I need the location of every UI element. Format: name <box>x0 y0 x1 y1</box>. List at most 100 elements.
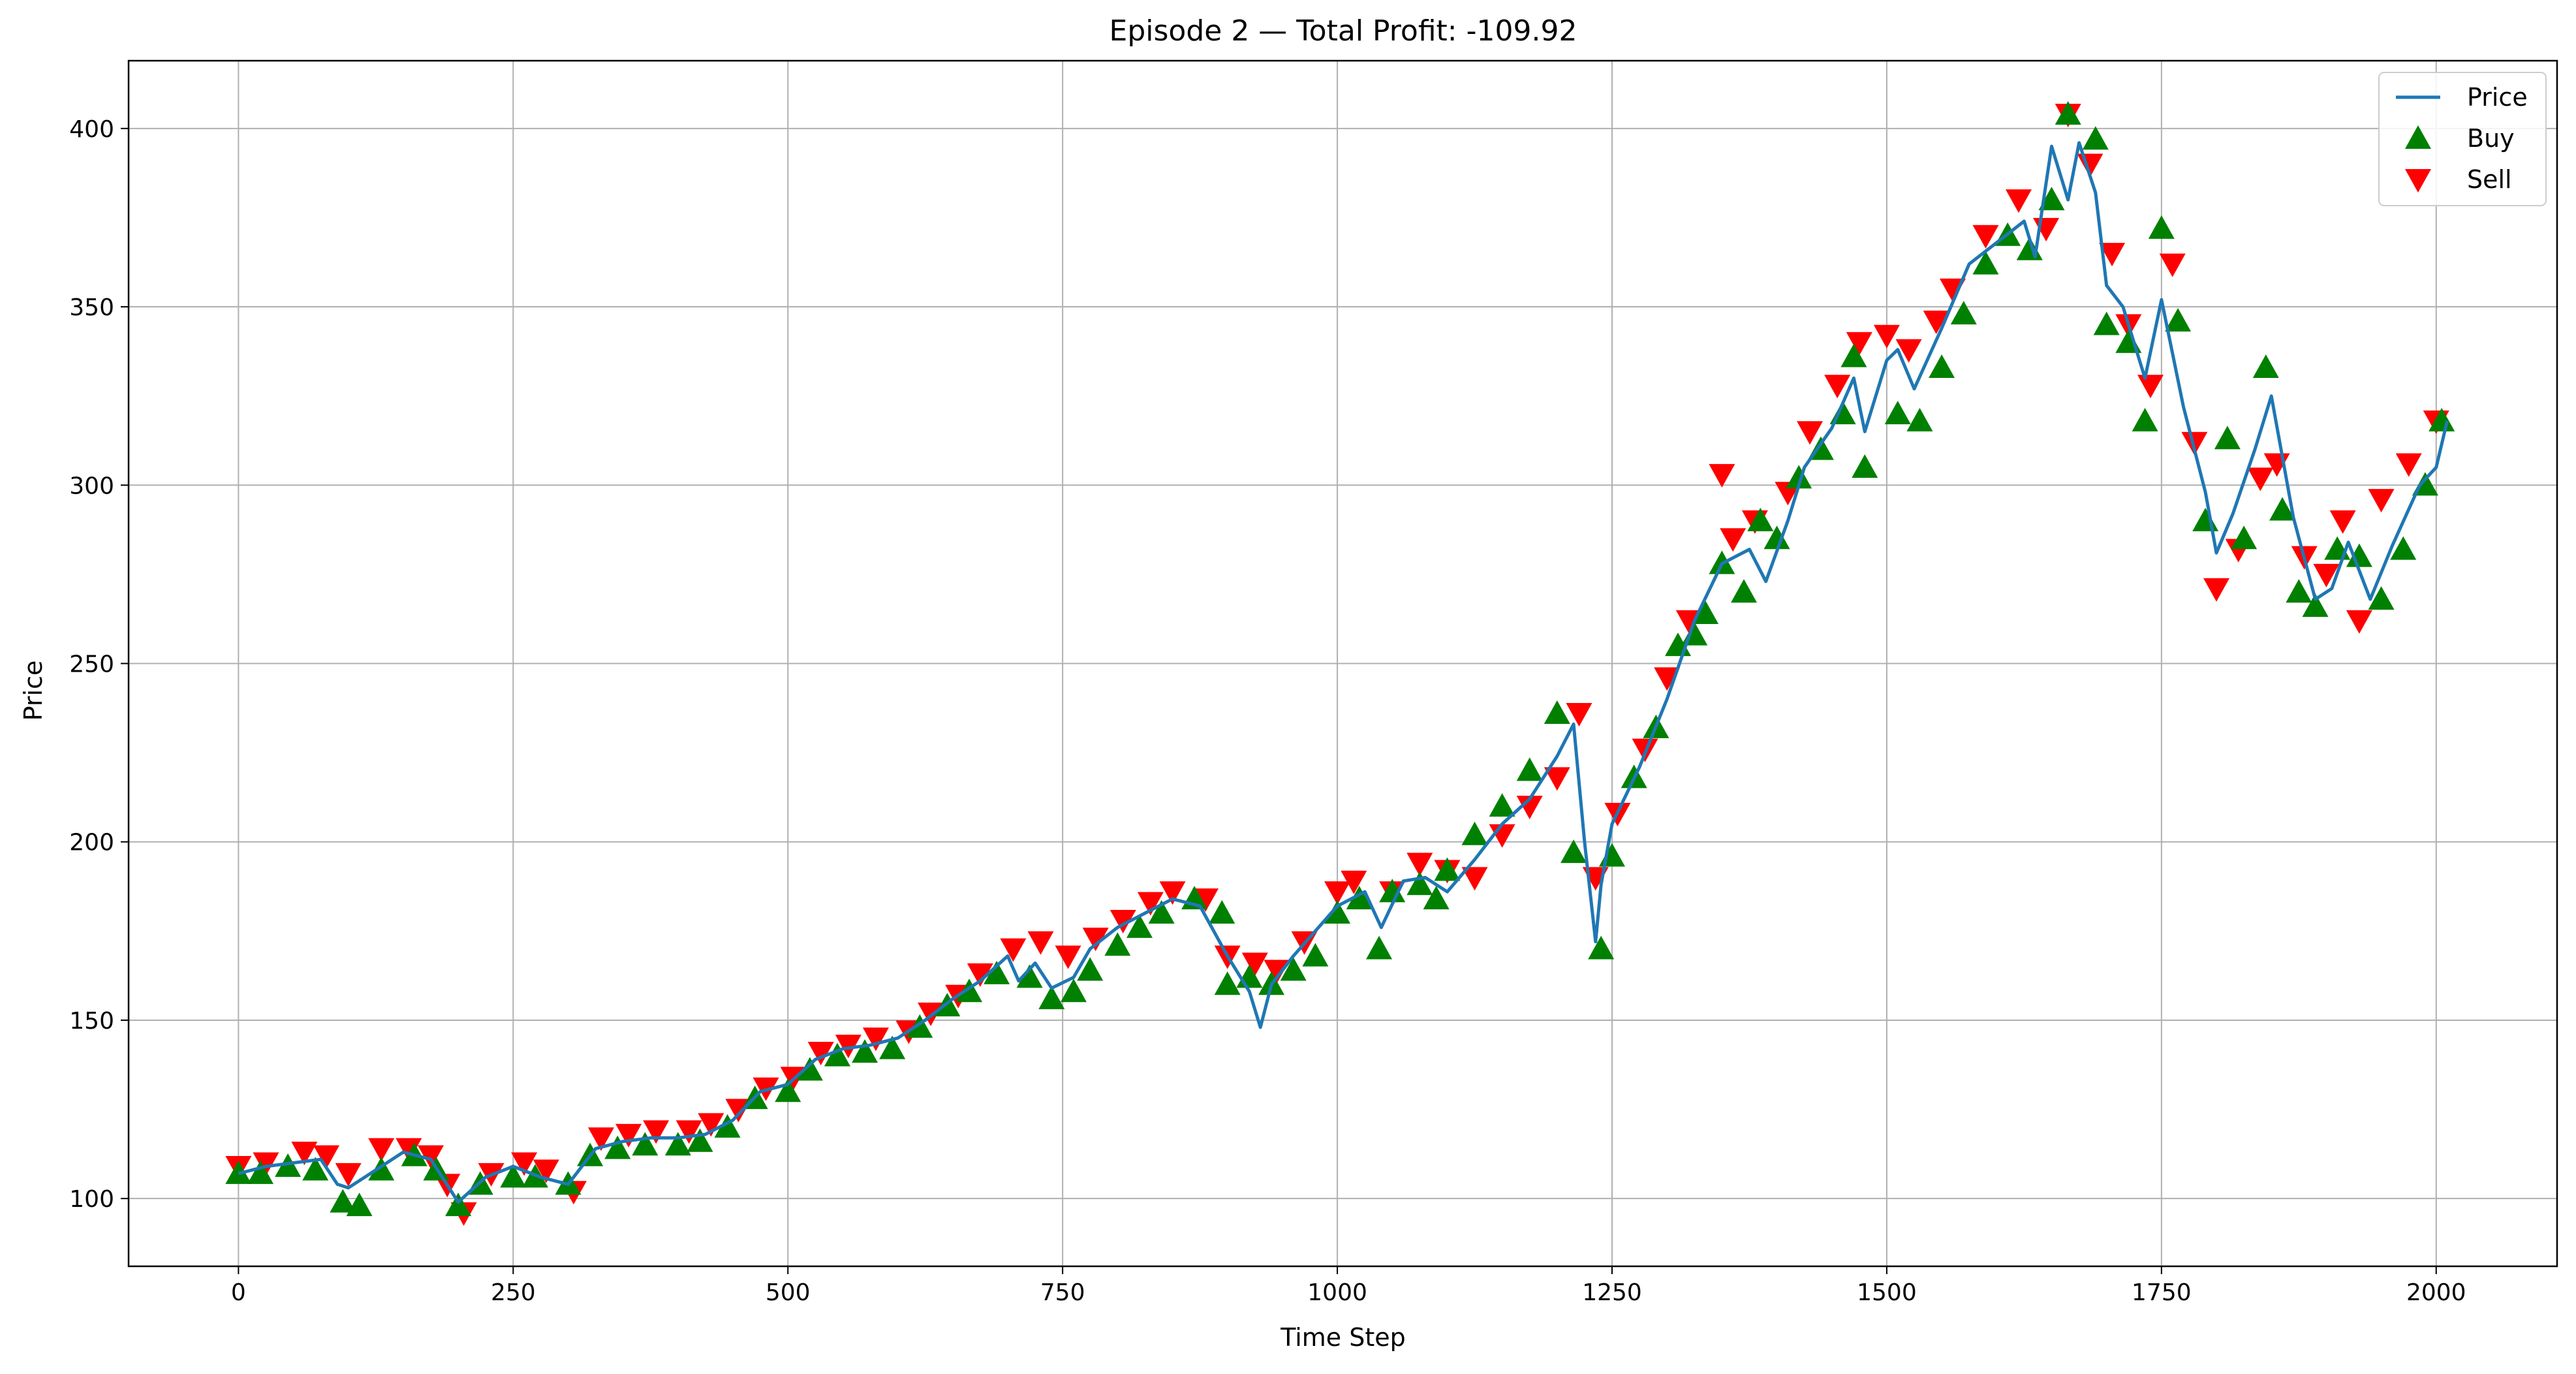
buy-marker <box>2055 101 2081 125</box>
buy-marker <box>907 1014 933 1038</box>
buy-marker <box>368 1157 395 1181</box>
y-axis-label: Price <box>19 661 48 721</box>
sell-marker <box>675 1120 702 1144</box>
sell-marker <box>1544 767 1570 791</box>
x-tick-label: 1250 <box>1582 1279 1642 1306</box>
buy-marker <box>664 1132 691 1156</box>
sell-marker <box>2313 563 2340 587</box>
sell-marker <box>1873 324 1900 349</box>
buy-marker <box>956 978 983 1003</box>
buy-marker <box>1786 465 1812 489</box>
sell-marker <box>2368 489 2395 513</box>
x-tick-label: 2000 <box>2406 1279 2466 1306</box>
sell-marker <box>1241 952 1268 976</box>
x-tick-label: 500 <box>766 1279 811 1306</box>
buy-marker <box>1929 354 1955 378</box>
buy-marker <box>984 960 1010 984</box>
x-axis-label: Time Step <box>1280 1323 1406 1352</box>
buy-marker <box>1077 957 1104 981</box>
plot-frame <box>127 59 2558 1268</box>
sell-marker <box>807 1042 834 1066</box>
sell-marker <box>2137 375 2164 399</box>
sell-marker <box>2346 610 2372 634</box>
sell-marker <box>1516 796 1543 820</box>
buy-marker <box>1972 251 1999 275</box>
x-tick-label: 1500 <box>1857 1279 1917 1306</box>
buy-marker <box>1148 900 1175 924</box>
sell-marker <box>2395 453 2422 477</box>
buy-marker <box>1214 971 1241 995</box>
sell-marker <box>368 1138 395 1162</box>
sell-marker <box>1341 870 1367 894</box>
buy-marker <box>775 1078 801 1102</box>
sell-marker <box>1846 332 1872 356</box>
x-tick-label: 1750 <box>2132 1279 2192 1306</box>
buy-marker <box>879 1035 906 1059</box>
sell-marker <box>1082 928 1109 952</box>
sell-marker <box>1324 881 1351 905</box>
y-tick-label: 350 <box>69 294 114 321</box>
buy-marker <box>714 1114 741 1138</box>
sell-marker <box>335 1163 362 1187</box>
buy-marker <box>1852 454 1878 478</box>
sell-marker <box>2203 578 2230 602</box>
axes: 0 250 500 750 1000 1250 1500 1750 2000 100 150 200 2… <box>69 116 2466 1306</box>
sell-marker <box>1895 339 1922 363</box>
sell-marker <box>643 1120 670 1144</box>
sell-marker <box>1264 960 1290 984</box>
buy-marker <box>852 1039 878 1063</box>
buy-marker <box>2082 126 2109 150</box>
x-tick-label: 750 <box>1040 1279 1085 1306</box>
y-tick-label: 250 <box>69 651 114 678</box>
sell-marker <box>533 1159 559 1183</box>
buy-marker <box>1906 407 1933 431</box>
sell-marker <box>698 1113 724 1137</box>
buy-marker <box>1302 943 1329 967</box>
sell-marker <box>1566 703 1592 727</box>
buy-marker <box>1366 935 1393 960</box>
buy-marker <box>330 1189 356 1213</box>
sell-marker <box>396 1138 422 1162</box>
buy-marker <box>1346 886 1373 910</box>
buy-marker <box>1884 400 1911 424</box>
buy-marker <box>346 1193 373 1217</box>
buy-marker <box>1516 757 1543 781</box>
buy-marker <box>1763 525 1790 550</box>
sell-marker <box>2159 253 2186 277</box>
buy-marker <box>1324 900 1351 924</box>
price-line <box>238 141 2449 1204</box>
buy-marker <box>1126 914 1153 938</box>
buy-marker <box>1489 793 1515 817</box>
buy-marker <box>687 1128 713 1152</box>
buy-marker <box>1016 964 1043 988</box>
buy-marker <box>1209 900 1235 924</box>
sell-marker <box>1137 892 1164 916</box>
legend-label: Sell <box>2467 165 2512 194</box>
sell-marker <box>1654 667 1681 691</box>
buy-marker <box>2302 593 2329 617</box>
sell-marker <box>1461 867 1488 891</box>
sell-marker <box>1797 421 1823 445</box>
buy-marker <box>824 1042 850 1067</box>
sell-marker <box>1923 310 1949 334</box>
buy-marker <box>2038 187 2065 211</box>
sell-marker <box>418 1145 444 1169</box>
buy-marker <box>1544 700 1570 725</box>
chart-title: Episode 2 — Total Profit: -109.92 <box>1110 14 1577 48</box>
sell-marker <box>587 1127 614 1151</box>
buy-marker <box>1060 978 1087 1003</box>
sell-marker <box>313 1145 340 1169</box>
buy-marker <box>2346 543 2372 567</box>
sell-marker <box>1027 931 1054 955</box>
buy-marker <box>2252 354 2279 378</box>
buy-marker <box>1588 935 1615 960</box>
series <box>225 101 2455 1226</box>
sell-marker <box>2329 510 2356 534</box>
legend-label: Price <box>2467 83 2528 112</box>
buy-marker <box>2286 579 2312 603</box>
buy-marker <box>1731 579 1758 603</box>
sell-marker <box>1000 938 1027 962</box>
buy-marker <box>604 1135 631 1159</box>
buy-marker <box>1104 932 1131 956</box>
buy-marker <box>1747 507 1774 531</box>
